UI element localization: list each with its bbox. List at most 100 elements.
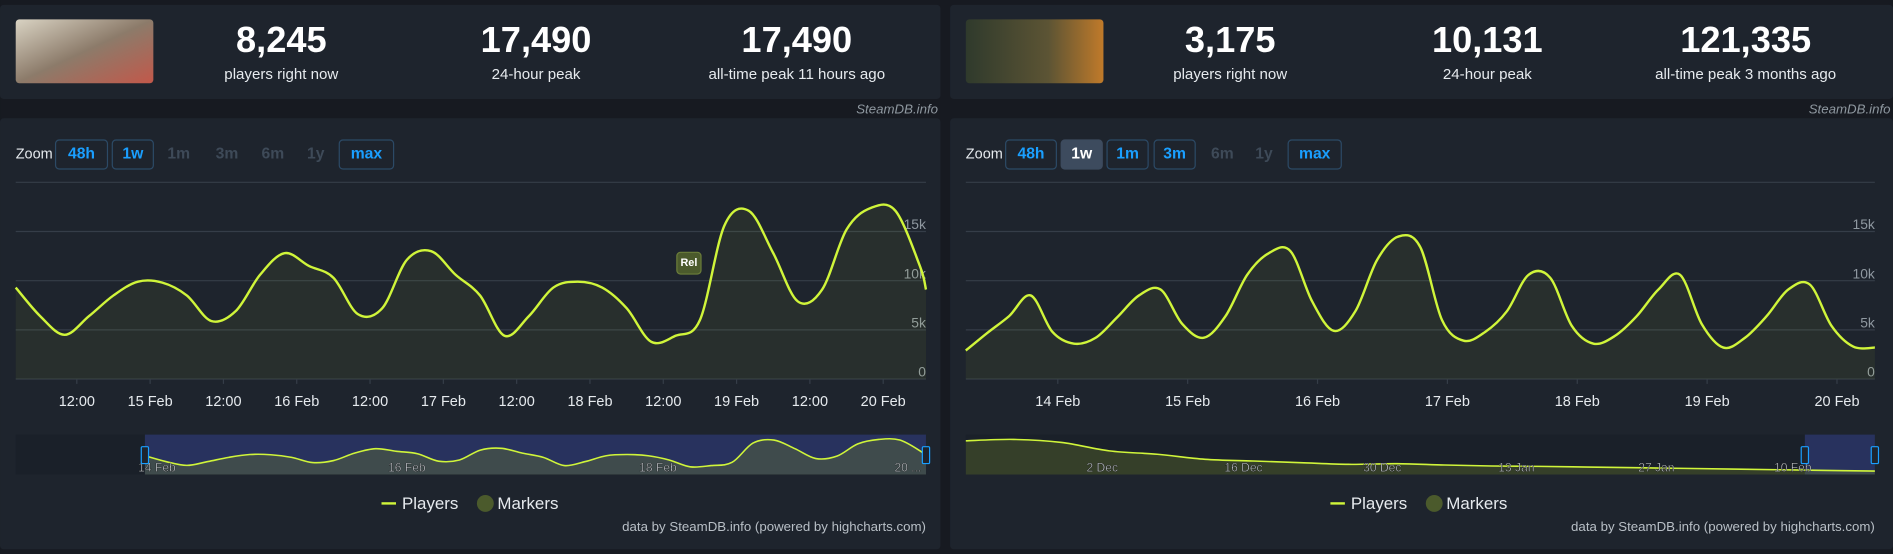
zoom-button-label: 6m [262,146,285,163]
zoom-button[interactable] [1153,139,1196,170]
game-image [965,19,1104,84]
x-tick-label: 12:00 [59,394,95,410]
series-line [14,203,928,345]
y-tick-label: 0 [1867,364,1875,380]
x-tick-label: 19 Feb [1685,394,1730,410]
stat-label: players right now [1173,66,1287,83]
annotation-label[interactable]: Rel [680,257,697,269]
credit: data by SteamDB.info (powered by highcha… [622,519,926,534]
navigator-handle[interactable] [140,446,150,465]
zoom-button-label[interactable]: max [351,146,383,163]
source-label: SteamDB.info [856,101,938,116]
zoom-button-label[interactable]: 48h [68,146,95,163]
zoom-button-label[interactable]: max [1299,146,1331,163]
x-tick-label: 17 Feb [421,394,466,410]
x-tick-label: 12:00 [645,394,681,410]
stat-value: 17,490 [741,19,852,60]
x-tick-label: 12:00 [792,394,828,410]
navigator-handle[interactable] [1800,446,1810,465]
y-tick-label: 5k [1860,315,1875,331]
x-tick-label: 15 Feb [1165,394,1210,410]
legend-label[interactable]: Players [402,494,458,513]
stat-label: players right now [224,66,338,83]
navigator-selection[interactable] [1804,434,1875,475]
series-area [965,235,1875,380]
stat-label: 24-hour peak [492,66,581,83]
stat-value: 8,245 [236,19,327,60]
zoom-button-label[interactable]: 1w [1071,146,1093,163]
navigator-label: 16 Dec [1224,461,1262,475]
zoom-button-label: 3m [216,146,239,163]
navigator-handle[interactable] [921,446,931,465]
x-tick-label: 12:00 [499,394,535,410]
navigator-line [965,438,1875,472]
x-tick-label: 14 Feb [1035,394,1080,410]
zoom-button[interactable] [1005,139,1057,170]
zoom-button-label: 6m [1211,146,1234,163]
source-label: SteamDB.info [1809,101,1891,116]
zoom-button[interactable] [1106,139,1149,170]
navigator-label: 30 Dec [1363,461,1401,475]
x-tick-label: 18 Feb [1555,394,1600,410]
series-line [965,234,1875,352]
stat-value: 17,490 [481,19,592,60]
y-tick-label: 5k [911,315,926,331]
navigator-label: 16 Feb [388,461,426,475]
navigator-line [144,437,927,468]
x-tick-label: 12:00 [352,394,388,410]
y-tick-label: 10k [1852,265,1874,281]
x-tick-label: 18 Feb [567,394,612,410]
navigator-bg [965,434,1875,475]
zoom-label: Zoom [16,146,53,162]
stat-value: 121,335 [1680,19,1811,60]
stat-value: 10,131 [1432,19,1543,60]
stats-box [0,4,941,99]
legend-label[interactable]: Markers [497,494,558,513]
zoom-label: Zoom [966,146,1003,162]
x-tick-label: 20 Feb [861,394,906,410]
stat-value: 3,175 [1185,19,1276,60]
x-tick-label: 20 Feb [1814,394,1859,410]
legend-label[interactable]: Markers [1446,494,1507,513]
series-area [15,204,926,380]
zoom-button-label: 1m [167,146,190,163]
x-tick-label: 12:00 [205,394,241,410]
navigator-label: 13 Jan [1498,461,1534,475]
stat-label: 24-hour peak [1443,66,1532,83]
zoom-button-label[interactable]: 3m [1163,146,1186,163]
navigator-handle[interactable] [1870,446,1880,465]
zoom-button[interactable] [1287,139,1342,170]
zoom-button-label[interactable]: 48h [1017,146,1044,163]
x-tick-label: 17 Feb [1425,394,1470,410]
zoom-button[interactable] [54,139,109,170]
credit: data by SteamDB.info (powered by highcha… [1571,519,1875,534]
x-tick-label: 15 Feb [128,394,173,410]
zoom-button[interactable] [1060,139,1103,170]
zoom-button[interactable] [338,139,395,170]
stats-box [950,4,1893,99]
navigator-label: 20 ... [894,461,921,475]
legend-marker [1425,494,1443,512]
navigator-area [965,439,1875,475]
legend-label[interactable]: Players [1351,494,1407,513]
zoom-button[interactable] [111,139,154,170]
x-tick-label: 19 Feb [714,394,759,410]
y-tick-label: 15k [904,216,926,232]
x-tick-label: 16 Feb [1295,394,1340,410]
navigator-label: 2 Dec [1086,461,1118,475]
stat-label: all-time peak 11 hours ago [709,66,886,83]
navigator-area [144,438,926,475]
zoom-button-label: 1y [307,146,325,163]
annotation-flag[interactable] [676,251,702,275]
navigator-label: 27 Jan [1638,461,1674,475]
zoom-button-label[interactable]: 1m [1116,146,1139,163]
x-tick-label: 16 Feb [274,394,319,410]
y-tick-label: 0 [918,364,926,380]
zoom-button-label[interactable]: 1w [122,146,144,163]
navigator-label: 18 Feb [639,461,677,475]
zoom-button-label: 1y [1255,146,1273,163]
y-tick-label: 15k [1852,216,1874,232]
game-image [15,19,154,84]
stat-label: all-time peak 3 months ago [1655,66,1836,83]
